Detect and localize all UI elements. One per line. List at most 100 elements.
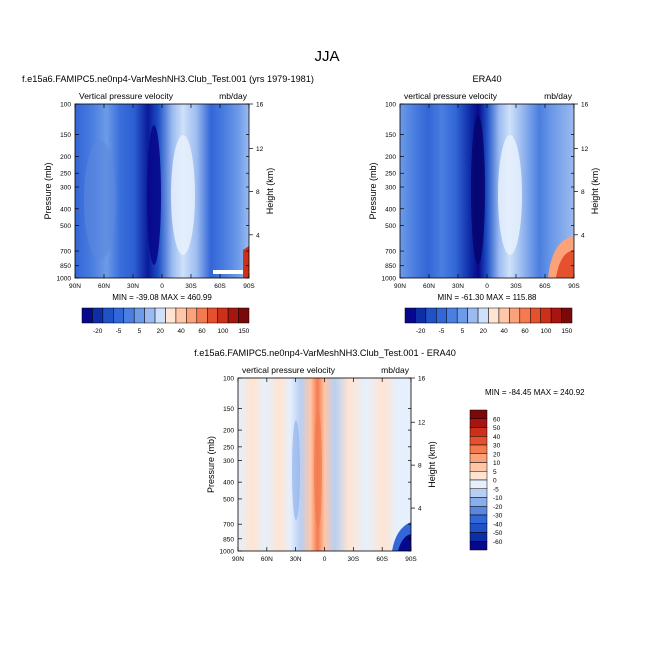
colorbar-cell xyxy=(238,307,250,324)
height-tick-label: 16 xyxy=(418,376,426,383)
x-tick-label: 30S xyxy=(348,556,360,563)
colorbar-label: 50 xyxy=(493,425,501,432)
stats-label: MIN = -39.08 MAX = 460.99 xyxy=(112,293,212,302)
colorbar-cell xyxy=(186,307,198,324)
height-tick-label: 12 xyxy=(256,146,264,153)
colorbar-cell xyxy=(207,307,218,324)
colorbar-label: -40 xyxy=(493,521,503,528)
colorbar-label: -20 xyxy=(493,504,503,511)
x-tick-label: 0 xyxy=(160,283,164,290)
y-tick-label: 200 xyxy=(385,154,396,161)
colorbar-cell xyxy=(436,307,447,324)
y-axis-label: Pressure (mb) xyxy=(206,436,216,493)
colorbar-cell xyxy=(519,307,531,324)
x-tick-label: 90N xyxy=(232,556,244,563)
colorbar-label: 60 xyxy=(521,328,529,335)
colorbar-cell xyxy=(404,307,416,324)
height-tick-label: 4 xyxy=(256,232,260,239)
y-tick-label: 700 xyxy=(223,522,234,529)
y-tick-label: 500 xyxy=(223,496,234,503)
colorbar-cell xyxy=(123,307,135,324)
y-axis-label: Pressure (mb) xyxy=(43,162,53,219)
colorbar-cell xyxy=(469,436,488,446)
colorbar-cell xyxy=(102,307,114,324)
x-tick-label: 60N xyxy=(98,283,110,290)
colorbar-cell xyxy=(196,307,208,324)
colorbar-cell xyxy=(456,307,468,324)
colorbar-label: 5 xyxy=(461,328,465,335)
colorbar-cell xyxy=(133,307,145,324)
heatmap-field xyxy=(400,104,574,278)
colorbar-cell xyxy=(81,307,93,324)
y-tick-label: 150 xyxy=(385,132,396,139)
contour-core xyxy=(147,125,161,265)
x-tick-label: 30S xyxy=(510,283,522,290)
colorbar-cell xyxy=(415,307,427,324)
colorbar-cell xyxy=(469,506,488,516)
colorbar-label: 150 xyxy=(561,328,572,335)
y-tick-label: 100 xyxy=(60,102,71,109)
colorbar-label: -20 xyxy=(93,328,103,335)
height-tick-label: 8 xyxy=(418,463,422,470)
colorbar-label: -20 xyxy=(416,328,426,335)
colorbar-cell xyxy=(469,471,488,481)
colorbar-cell xyxy=(92,307,104,324)
y-tick-label: 300 xyxy=(223,458,234,465)
colorbar-cell xyxy=(469,532,488,542)
stats-label: MIN = -61.30 MAX = 115.88 xyxy=(437,293,537,302)
colorbar-cell xyxy=(113,307,124,324)
y-tick-label: 700 xyxy=(385,249,396,256)
y-tick-label: 300 xyxy=(385,185,396,192)
x-tick-label: 60S xyxy=(376,556,388,563)
left-label: vertical pressure velocity xyxy=(404,91,498,101)
y-tick-label: 150 xyxy=(223,406,234,413)
colorbar-cell xyxy=(469,523,488,533)
colorbar-cell xyxy=(154,307,166,324)
colorbar-label: -50 xyxy=(493,530,503,537)
y-tick-label: 400 xyxy=(385,206,396,213)
height-tick-label: 8 xyxy=(581,189,585,196)
height-tick-label: 12 xyxy=(418,420,426,427)
y2-axis-label: Height (km) xyxy=(590,168,600,215)
x-tick-label: 60N xyxy=(261,556,273,563)
colorbar-cell xyxy=(550,307,562,324)
units-label: mb/day xyxy=(544,91,573,101)
y-tick-label: 250 xyxy=(223,444,234,451)
colorbar-cell xyxy=(469,497,488,507)
colorbar-cell xyxy=(509,307,521,324)
colorbar-cell xyxy=(469,541,488,551)
colorbar-label: -5 xyxy=(116,328,122,335)
colorbar-cell xyxy=(540,307,552,324)
colorbar-label: 5 xyxy=(493,469,497,476)
y-tick-label: 200 xyxy=(60,154,71,161)
units-label: mb/day xyxy=(219,91,248,101)
height-tick-label: 12 xyxy=(581,146,589,153)
x-tick-label: 0 xyxy=(485,283,489,290)
contour-core xyxy=(471,115,485,265)
colorbar-cell xyxy=(467,307,479,324)
colorbar-cell xyxy=(144,307,156,324)
y-tick-label: 100 xyxy=(223,376,234,383)
colorbar-label: 40 xyxy=(493,434,501,441)
height-tick-label: 8 xyxy=(256,189,260,196)
panel-diff xyxy=(238,378,411,551)
contour-core xyxy=(498,135,522,255)
colorbar-label: -5 xyxy=(493,486,499,493)
colorbar-label: 5 xyxy=(138,328,142,335)
height-tick-label: 4 xyxy=(418,506,422,513)
x-tick-label: 30N xyxy=(452,283,464,290)
colorbar-cell xyxy=(217,307,229,324)
contour-core xyxy=(243,246,249,278)
chart-title: f.e15a6.FAMIPC5.ne0np4-VarMeshNH3.Club_T… xyxy=(22,74,314,84)
x-tick-label: 90S xyxy=(568,283,580,290)
y-tick-label: 100 xyxy=(385,102,396,109)
contour-core xyxy=(398,534,411,551)
x-tick-label: 0 xyxy=(323,556,327,563)
chart-title: f.e15a6.FAMIPC5.ne0np4-VarMeshNH3.Club_T… xyxy=(194,348,456,358)
colorbar-cell xyxy=(477,307,489,324)
x-tick-label: 90S xyxy=(405,556,417,563)
colorbar-cell xyxy=(469,444,488,454)
x-tick-label: 60S xyxy=(539,283,551,290)
height-tick-label: 4 xyxy=(581,232,585,239)
